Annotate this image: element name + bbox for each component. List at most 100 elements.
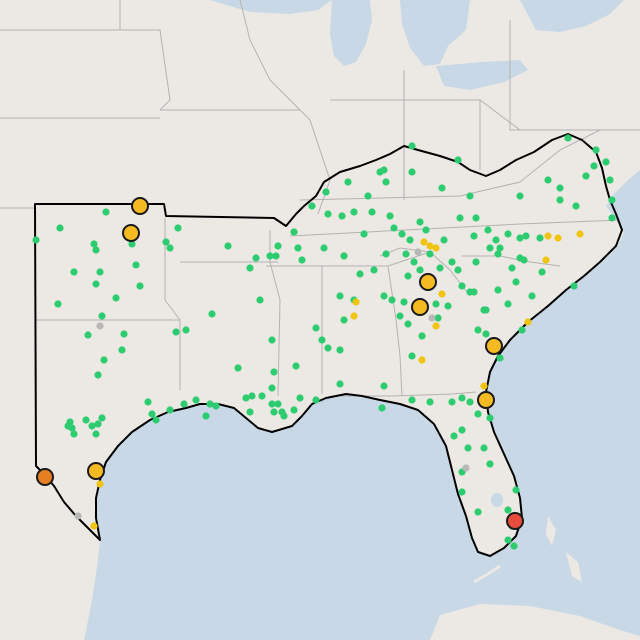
station-marker-green[interactable] [432, 300, 440, 308]
station-marker-green[interactable] [268, 336, 276, 344]
station-marker-green[interactable] [312, 396, 320, 404]
station-marker-green[interactable] [458, 426, 466, 434]
station-marker-yellow[interactable] [524, 318, 532, 326]
station-marker-green[interactable] [88, 422, 96, 430]
station-marker-green[interactable] [564, 134, 572, 142]
station-marker-green[interactable] [512, 278, 520, 286]
station-marker-green[interactable] [94, 371, 102, 379]
station-marker-green[interactable] [340, 316, 348, 324]
station-marker-gold-large[interactable] [122, 224, 140, 242]
station-marker-green[interactable] [206, 400, 214, 408]
station-marker-green[interactable] [148, 410, 156, 418]
station-marker-green[interactable] [180, 400, 188, 408]
station-marker-green[interactable] [422, 226, 430, 234]
station-marker-green[interactable] [268, 400, 276, 408]
station-marker-gold-large[interactable] [485, 337, 503, 355]
station-marker-green[interactable] [408, 396, 416, 404]
station-marker-green[interactable] [356, 270, 364, 278]
station-marker-yellow[interactable] [426, 242, 434, 250]
station-marker-yellow[interactable] [432, 322, 440, 330]
station-marker-green[interactable] [472, 214, 480, 222]
station-marker-green[interactable] [582, 172, 590, 180]
station-marker-green[interactable] [398, 230, 406, 238]
station-marker-green[interactable] [364, 192, 372, 200]
station-marker-yellow[interactable] [576, 230, 584, 238]
station-marker-green[interactable] [270, 408, 278, 416]
station-marker-green[interactable] [400, 298, 408, 306]
station-marker-green[interactable] [340, 252, 348, 260]
station-marker-green[interactable] [350, 208, 358, 216]
station-marker-green[interactable] [406, 236, 414, 244]
station-marker-green[interactable] [474, 326, 482, 334]
station-marker-yellow[interactable] [418, 356, 426, 364]
station-marker-green[interactable] [386, 212, 394, 220]
station-marker-green[interactable] [592, 146, 600, 154]
station-marker-green[interactable] [522, 232, 530, 240]
station-marker-green[interactable] [292, 362, 300, 370]
station-marker-green[interactable] [136, 282, 144, 290]
station-marker-green[interactable] [390, 224, 398, 232]
station-marker-green[interactable] [508, 264, 516, 272]
station-marker-green[interactable] [538, 268, 546, 276]
station-marker-green[interactable] [494, 250, 502, 258]
station-marker-green[interactable] [494, 286, 502, 294]
station-marker-green[interactable] [102, 208, 110, 216]
station-marker-green[interactable] [202, 412, 210, 420]
station-marker-green[interactable] [572, 202, 580, 210]
station-marker-green[interactable] [456, 214, 464, 222]
station-marker-green[interactable] [256, 296, 264, 304]
station-marker-green[interactable] [336, 380, 344, 388]
station-marker-green[interactable] [322, 188, 330, 196]
station-marker-green[interactable] [470, 232, 478, 240]
station-marker-green[interactable] [320, 244, 328, 252]
station-marker-green[interactable] [454, 266, 462, 274]
station-marker-green[interactable] [608, 196, 616, 204]
station-marker-green[interactable] [380, 292, 388, 300]
station-marker-green[interactable] [324, 344, 332, 352]
station-marker-green[interactable] [144, 398, 152, 406]
station-marker-yellow[interactable] [480, 382, 488, 390]
station-marker-gray[interactable] [96, 322, 104, 330]
station-marker-green[interactable] [474, 508, 482, 516]
station-marker-green[interactable] [444, 302, 452, 310]
station-marker-green[interactable] [458, 394, 466, 402]
station-marker-green[interactable] [298, 256, 306, 264]
station-marker-green[interactable] [418, 332, 426, 340]
station-marker-green[interactable] [464, 444, 472, 452]
station-marker-green[interactable] [510, 542, 518, 550]
station-marker-green[interactable] [382, 250, 390, 258]
station-marker-green[interactable] [242, 394, 250, 402]
station-marker-green[interactable] [472, 258, 480, 266]
station-marker-green[interactable] [70, 268, 78, 276]
station-marker-green[interactable] [162, 238, 170, 246]
station-marker-green[interactable] [512, 486, 520, 494]
station-marker-green[interactable] [606, 176, 614, 184]
station-marker-green[interactable] [338, 212, 346, 220]
station-marker-green[interactable] [496, 244, 504, 252]
station-marker-yellow[interactable] [438, 290, 446, 298]
station-marker-green[interactable] [174, 224, 182, 232]
station-marker-green[interactable] [120, 330, 128, 338]
station-marker-green[interactable] [416, 266, 424, 274]
station-marker-green[interactable] [378, 404, 386, 412]
station-marker-green[interactable] [54, 300, 62, 308]
station-marker-green[interactable] [246, 408, 254, 416]
station-marker-green[interactable] [112, 294, 120, 302]
station-marker-green[interactable] [90, 240, 98, 248]
station-marker-green[interactable] [252, 254, 260, 262]
station-marker-green[interactable] [436, 264, 444, 272]
station-marker-yellow[interactable] [432, 244, 440, 252]
station-marker-green[interactable] [388, 296, 396, 304]
station-marker-green[interactable] [336, 292, 344, 300]
station-marker-green[interactable] [92, 430, 100, 438]
station-marker-green[interactable] [492, 236, 500, 244]
station-marker-green[interactable] [474, 410, 482, 418]
station-marker-green[interactable] [556, 196, 564, 204]
station-marker-green[interactable] [94, 420, 102, 428]
station-marker-green[interactable] [590, 162, 598, 170]
station-marker-gold-large[interactable] [477, 391, 495, 409]
station-marker-green[interactable] [96, 268, 104, 276]
station-marker-yellow[interactable] [96, 480, 104, 488]
station-marker-gold-large[interactable] [411, 298, 429, 316]
station-marker-green[interactable] [570, 282, 578, 290]
